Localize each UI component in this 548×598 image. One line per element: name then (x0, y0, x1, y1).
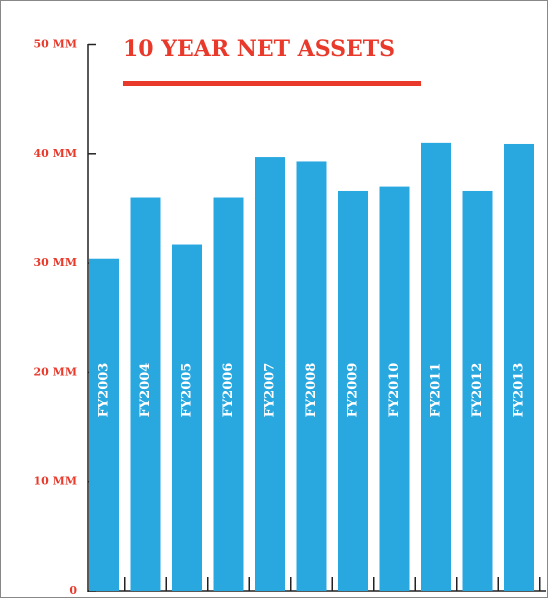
bar-category-label: FY2011 (429, 363, 444, 418)
chart-title: 10 YEAR NET ASSETS (123, 36, 395, 62)
bar (504, 143, 534, 591)
bar (462, 190, 493, 591)
bar-category-label: FY2005 (180, 363, 195, 418)
bar-category-label: FY2007 (263, 363, 278, 418)
bar-category-label: FY2009 (346, 363, 361, 418)
bar (255, 157, 285, 592)
bar-category-label: FY2008 (304, 363, 319, 418)
y-tick-label: 40 MM (34, 147, 78, 160)
bar (89, 258, 119, 591)
y-tick-label: 50 MM (34, 38, 78, 51)
y-tick-label: 10 MM (34, 475, 78, 488)
bar (172, 244, 202, 592)
bar-category-label: FY2004 (138, 363, 153, 418)
bar (379, 186, 410, 591)
bar (296, 161, 327, 592)
bar-category-label: FY2006 (221, 363, 236, 418)
bar-category-label: FY2003 (97, 363, 112, 418)
y-tick-label: 20 MM (34, 365, 78, 378)
bar-category-label: FY2010 (387, 363, 402, 418)
bar (130, 197, 161, 591)
bar-category-label: FY2013 (512, 363, 527, 418)
y-tick-label: 30 MM (34, 256, 78, 269)
bar-category-label: FY2012 (470, 363, 485, 418)
bar (213, 197, 244, 591)
bar (338, 190, 368, 591)
title-underline (123, 81, 421, 86)
y-tick-label: 0 (69, 584, 77, 597)
bar (421, 142, 451, 591)
